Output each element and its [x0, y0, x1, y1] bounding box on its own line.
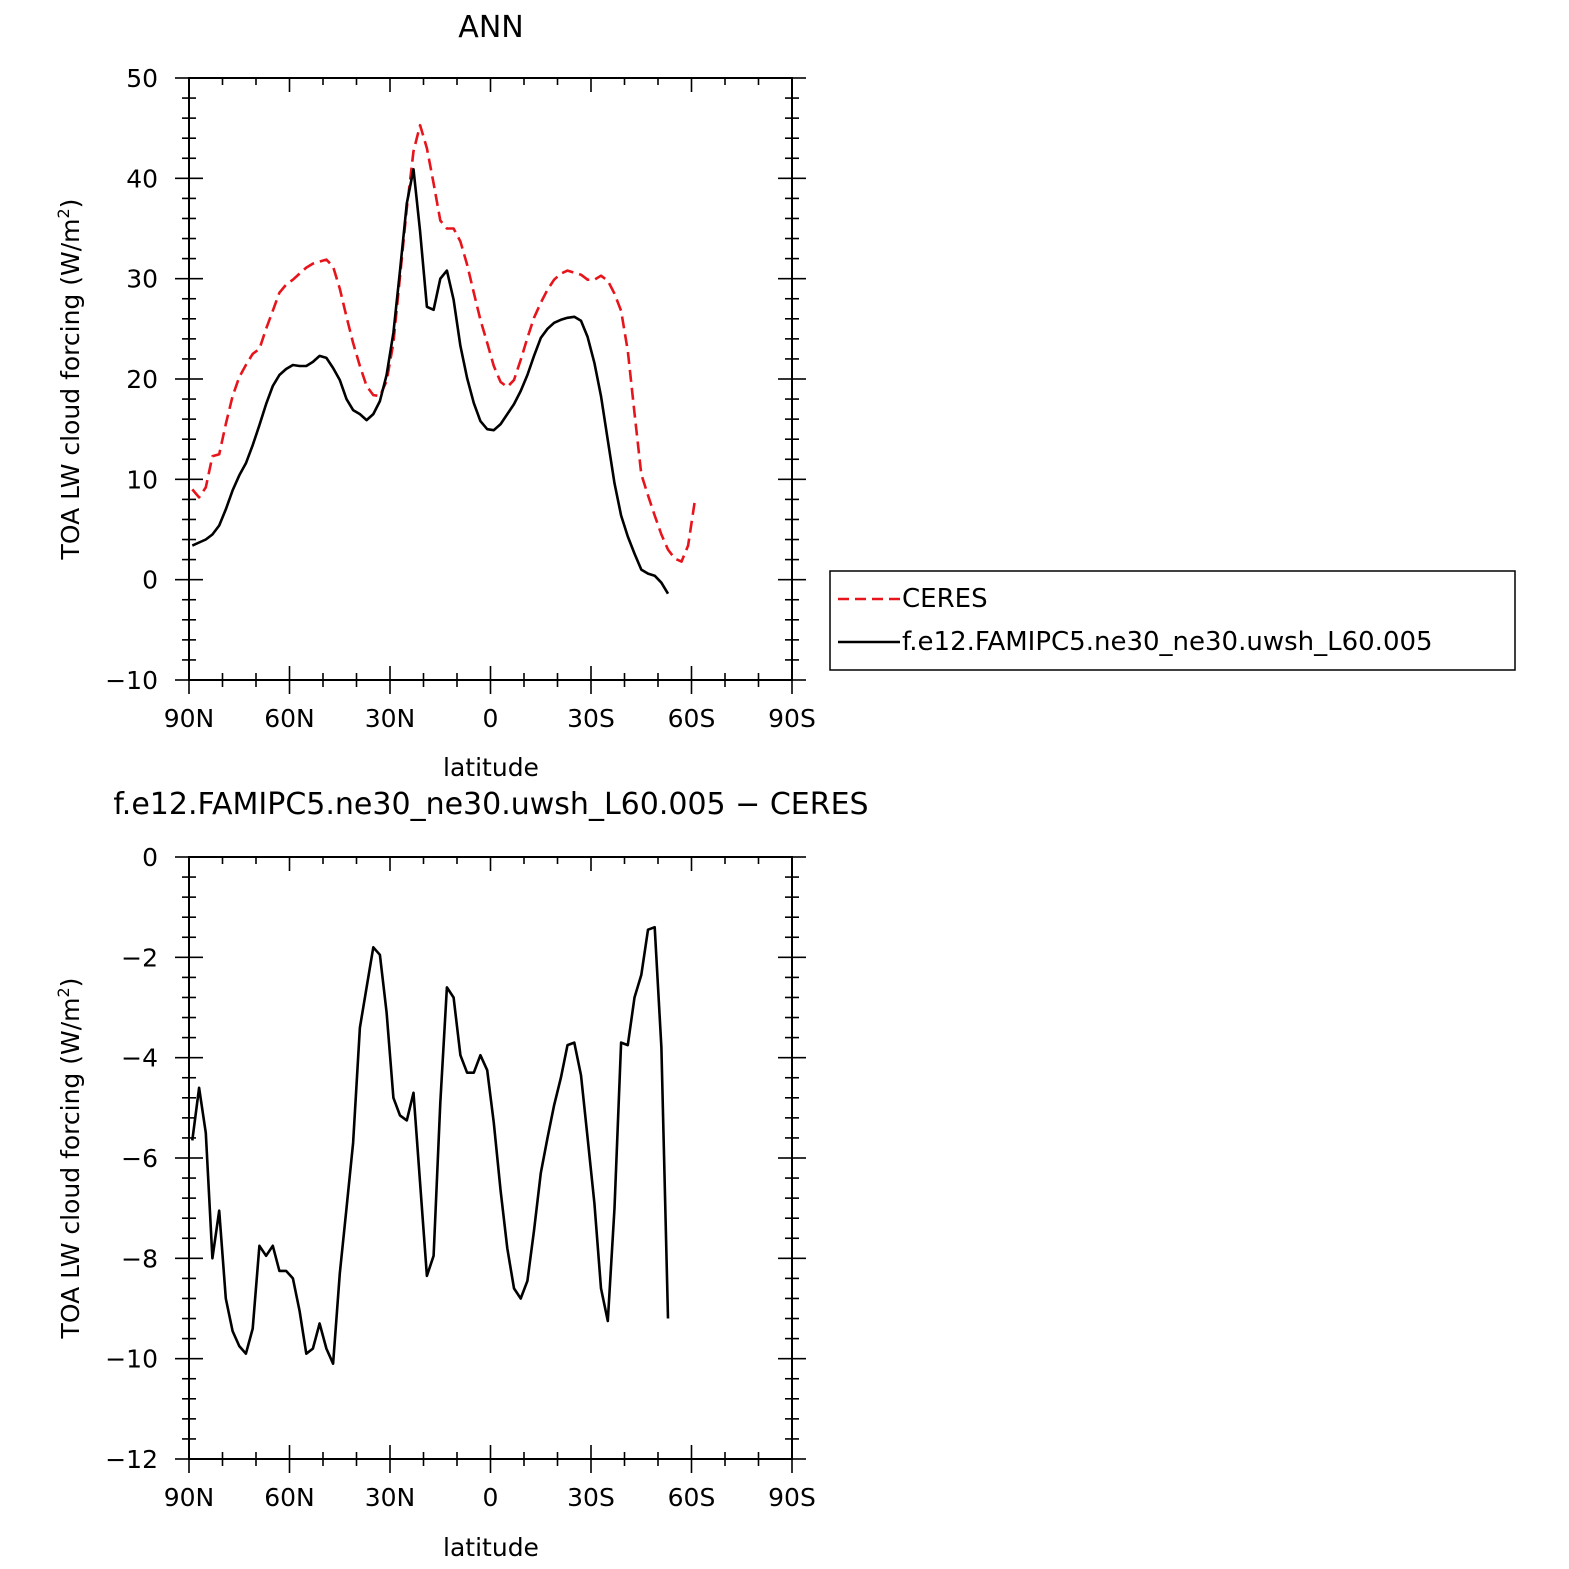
- top-x-tick-labels: 90N 60N 30N 0 30S 60S 90S: [164, 704, 816, 733]
- bottom-y-tick-label: 0: [142, 843, 158, 872]
- bottom-x-tick-label: 90N: [164, 1483, 215, 1512]
- top-y-axis-label-close: ): [56, 199, 85, 209]
- top-y-tick-label: 30: [126, 265, 158, 294]
- bottom-y-axis-label-close: ): [56, 978, 85, 988]
- bottom-x-tick-label: 0: [483, 1483, 499, 1512]
- bottom-axis-ticks: [175, 856, 806, 1473]
- top-x-tick-label: 30N: [365, 704, 416, 733]
- legend-label-model: f.e12.FAMIPC5.ne30_ne30.uwsh_L60.005: [902, 627, 1433, 657]
- top-y-tick-label: 0: [142, 566, 158, 595]
- bottom-x-tick-labels: 90N 60N 30N 0 30S 60S 90S: [164, 1483, 816, 1512]
- top-x-tick-label: 60N: [264, 704, 315, 733]
- top-x-tick-label: 90S: [768, 704, 816, 733]
- top-panel: ANN 90N 60N 30N 0 30S 60S 90S −10 0 10 20 30 40 50 l…: [54, 10, 816, 782]
- top-y-tick-label: −10: [105, 666, 158, 695]
- top-x-tick-label: 30S: [567, 704, 615, 733]
- bottom-x-tick-label: 60S: [668, 1483, 716, 1512]
- bottom-plot-frame: [188, 856, 793, 1460]
- bottom-series-line-0: [191, 925, 670, 1365]
- bottom-y-axis-label-main: TOA LW cloud forcing (W/m: [56, 998, 85, 1340]
- top-plot-frame: [188, 77, 793, 681]
- top-y-tick-labels: −10 0 10 20 30 40 50: [105, 64, 158, 695]
- bottom-y-tick-label: −12: [105, 1445, 158, 1474]
- top-series-group: [191, 123, 697, 595]
- bottom-series-group: [191, 925, 670, 1365]
- top-y-tick-label: 10: [126, 465, 158, 494]
- legend: CERES f.e12.FAMIPC5.ne30_ne30.uwsh_L60.0…: [829, 570, 1516, 671]
- top-x-tick-label: 0: [483, 704, 499, 733]
- bottom-y-axis-label-sup: 2: [54, 987, 73, 997]
- top-y-axis-label: TOA LW cloud forcing (W/m2): [54, 199, 85, 561]
- bottom-y-tick-label: −4: [121, 1044, 158, 1073]
- top-y-axis-label-sup: 2: [54, 208, 73, 218]
- top-x-tick-label: 90N: [164, 704, 215, 733]
- bottom-y-axis-label: TOA LW cloud forcing (W/m2): [54, 978, 85, 1340]
- bottom-panel: f.e12.FAMIPC5.ne30_ne30.uwsh_L60.005 − C…: [54, 787, 869, 1562]
- bottom-x-tick-label: 30S: [567, 1483, 615, 1512]
- legend-box: [829, 570, 1516, 671]
- top-x-tick-label: 60S: [668, 704, 716, 733]
- bottom-x-tick-label: 60N: [264, 1483, 315, 1512]
- top-series-line-0: [191, 123, 697, 563]
- bottom-y-tick-label: −10: [105, 1345, 158, 1374]
- bottom-x-tick-label: 90S: [768, 1483, 816, 1512]
- top-series-line-1: [191, 168, 670, 595]
- top-y-tick-label: 40: [126, 164, 158, 193]
- bottom-y-tick-labels: −12 −10 −8 −6 −4 −2 0: [105, 843, 158, 1474]
- bottom-x-axis-label: latitude: [443, 1533, 539, 1562]
- top-y-tick-label: 20: [126, 365, 158, 394]
- bottom-y-tick-label: −2: [121, 943, 158, 972]
- bottom-x-tick-label: 30N: [365, 1483, 416, 1512]
- top-y-axis-label-main: TOA LW cloud forcing (W/m: [56, 219, 85, 561]
- top-chart-title: ANN: [458, 10, 523, 45]
- bottom-y-tick-label: −6: [121, 1144, 158, 1173]
- top-x-axis-label: latitude: [443, 753, 539, 782]
- bottom-chart-title: f.e12.FAMIPC5.ne30_ne30.uwsh_L60.005 − C…: [113, 787, 868, 822]
- bottom-y-tick-label: −8: [121, 1244, 158, 1273]
- top-y-tick-label: 50: [126, 64, 158, 93]
- legend-label-ceres: CERES: [902, 584, 988, 614]
- top-axis-ticks: [175, 77, 806, 694]
